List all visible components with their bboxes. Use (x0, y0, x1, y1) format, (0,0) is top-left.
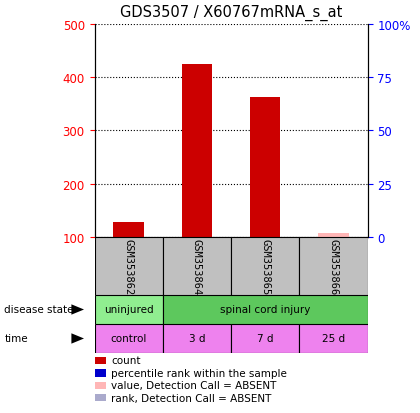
Text: 25 d: 25 d (322, 334, 345, 344)
Bar (163, 237, 231, 295)
Text: percentile rank within the sample: percentile rank within the sample (111, 368, 287, 378)
Text: GSM353864: GSM353864 (192, 238, 202, 294)
Bar (163, 324, 231, 353)
Text: rank, Detection Call = ABSENT: rank, Detection Call = ABSENT (111, 393, 272, 403)
Bar (94, 295, 163, 324)
Bar (181, 65, 212, 237)
Text: GSM353866: GSM353866 (328, 238, 339, 294)
Text: spinal cord injury: spinal cord injury (220, 305, 310, 315)
Bar (318, 234, 349, 237)
Text: uninjured: uninjured (104, 305, 153, 315)
Bar (299, 324, 368, 353)
Text: GSM353865: GSM353865 (260, 238, 270, 294)
Bar (163, 295, 368, 324)
Bar (231, 237, 299, 295)
Bar (113, 223, 144, 237)
Bar (250, 98, 281, 237)
Text: GSM353862: GSM353862 (123, 238, 134, 294)
Text: disease state: disease state (4, 305, 74, 315)
Text: 3 d: 3 d (189, 334, 205, 344)
Bar (94, 324, 163, 353)
Bar (231, 324, 299, 353)
Text: control: control (110, 334, 147, 344)
Text: value, Detection Call = ABSENT: value, Detection Call = ABSENT (111, 380, 277, 390)
Text: 7 d: 7 d (257, 334, 273, 344)
Bar (299, 237, 368, 295)
Text: time: time (4, 334, 28, 344)
Title: GDS3507 / X60767mRNA_s_at: GDS3507 / X60767mRNA_s_at (120, 5, 342, 21)
Text: count: count (111, 356, 141, 366)
Bar (94, 237, 163, 295)
